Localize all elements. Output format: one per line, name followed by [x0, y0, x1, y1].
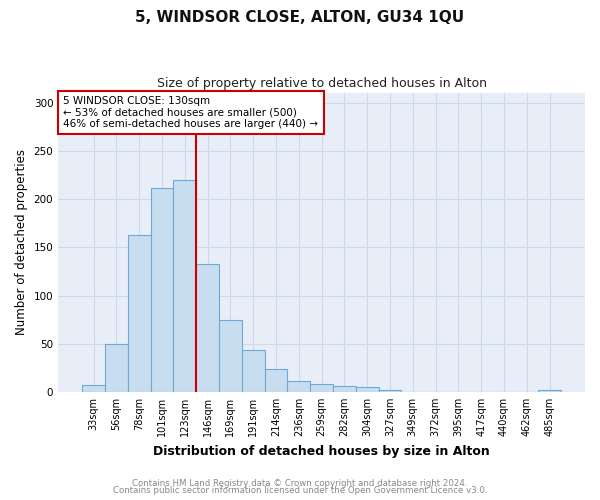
Bar	[105, 344, 128, 392]
Bar	[538, 390, 561, 392]
Bar	[242, 350, 265, 392]
Bar	[356, 387, 379, 392]
Bar	[82, 385, 105, 392]
Bar	[333, 386, 356, 392]
Text: Contains HM Land Registry data © Crown copyright and database right 2024.: Contains HM Land Registry data © Crown c…	[132, 478, 468, 488]
Bar	[265, 369, 287, 392]
Bar	[310, 384, 333, 392]
Title: Size of property relative to detached houses in Alton: Size of property relative to detached ho…	[157, 78, 487, 90]
Y-axis label: Number of detached properties: Number of detached properties	[15, 150, 28, 336]
Bar	[128, 235, 151, 392]
Text: 5 WINDSOR CLOSE: 130sqm
← 53% of detached houses are smaller (500)
46% of semi-d: 5 WINDSOR CLOSE: 130sqm ← 53% of detache…	[64, 96, 319, 129]
Text: 5, WINDSOR CLOSE, ALTON, GU34 1QU: 5, WINDSOR CLOSE, ALTON, GU34 1QU	[136, 10, 464, 25]
X-axis label: Distribution of detached houses by size in Alton: Distribution of detached houses by size …	[153, 444, 490, 458]
Bar	[287, 382, 310, 392]
Bar	[151, 188, 173, 392]
Bar	[196, 264, 219, 392]
Bar	[173, 180, 196, 392]
Bar	[379, 390, 401, 392]
Bar	[219, 320, 242, 392]
Text: Contains public sector information licensed under the Open Government Licence v3: Contains public sector information licen…	[113, 486, 487, 495]
